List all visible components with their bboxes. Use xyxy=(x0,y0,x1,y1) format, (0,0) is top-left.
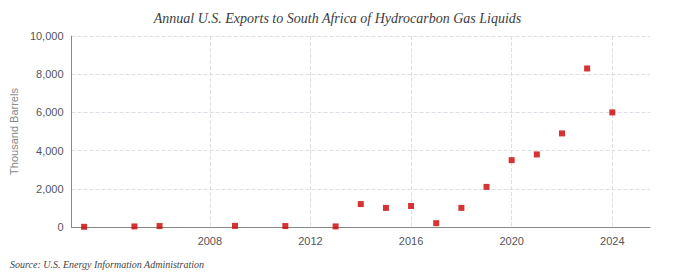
svg-text:2,000: 2,000 xyxy=(36,183,64,195)
svg-text:2016: 2016 xyxy=(399,235,423,247)
svg-text:2008: 2008 xyxy=(198,235,222,247)
svg-text:8,000: 8,000 xyxy=(36,68,64,80)
svg-text:2024: 2024 xyxy=(600,235,624,247)
svg-text:Annual U.S. Exports to South A: Annual U.S. Exports to South Africa of H… xyxy=(153,11,522,26)
svg-text:Thousand Barrels: Thousand Barrels xyxy=(8,88,20,175)
svg-text:10,000: 10,000 xyxy=(30,30,64,42)
svg-text:2012: 2012 xyxy=(298,235,322,247)
svg-text:0: 0 xyxy=(57,221,63,233)
svg-text:4,000: 4,000 xyxy=(36,145,64,157)
svg-text:Source: U.S. Energy Informatio: Source: U.S. Energy Information Administ… xyxy=(10,259,204,270)
svg-text:2020: 2020 xyxy=(499,235,523,247)
svg-text:6,000: 6,000 xyxy=(36,106,64,118)
